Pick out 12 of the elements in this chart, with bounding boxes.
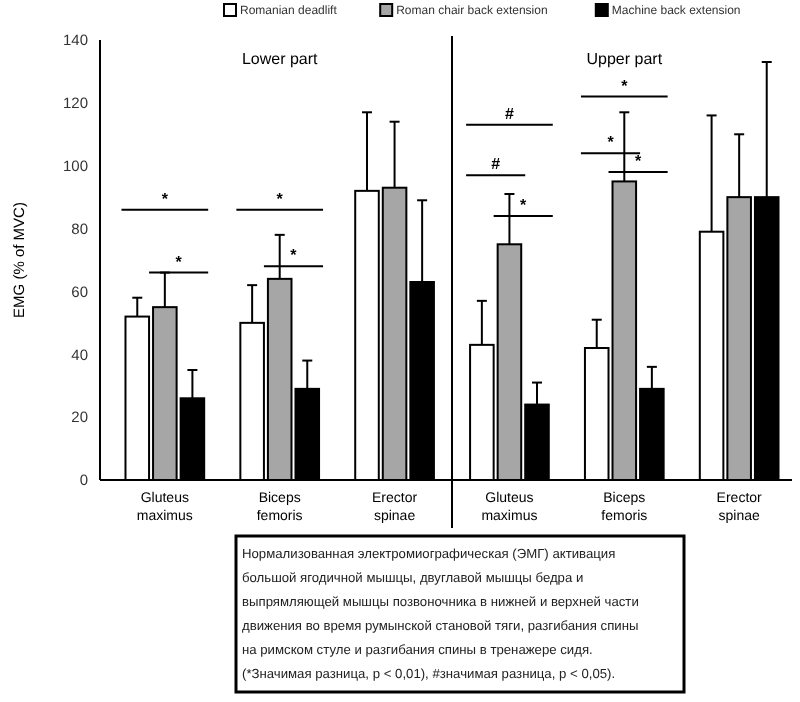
annotation: * [161, 189, 170, 208]
annotation: * [634, 152, 643, 170]
annotation: * [621, 76, 630, 95]
annotation: # [491, 155, 502, 174]
annotation: * [175, 252, 184, 271]
annotation: * [607, 133, 616, 152]
annotation: # [504, 104, 515, 123]
annotation: * [276, 189, 285, 208]
annotation: Upper part [586, 50, 664, 68]
annotation: * [520, 196, 529, 214]
annotation: Lower part [241, 50, 320, 68]
annotation: * [290, 246, 299, 265]
